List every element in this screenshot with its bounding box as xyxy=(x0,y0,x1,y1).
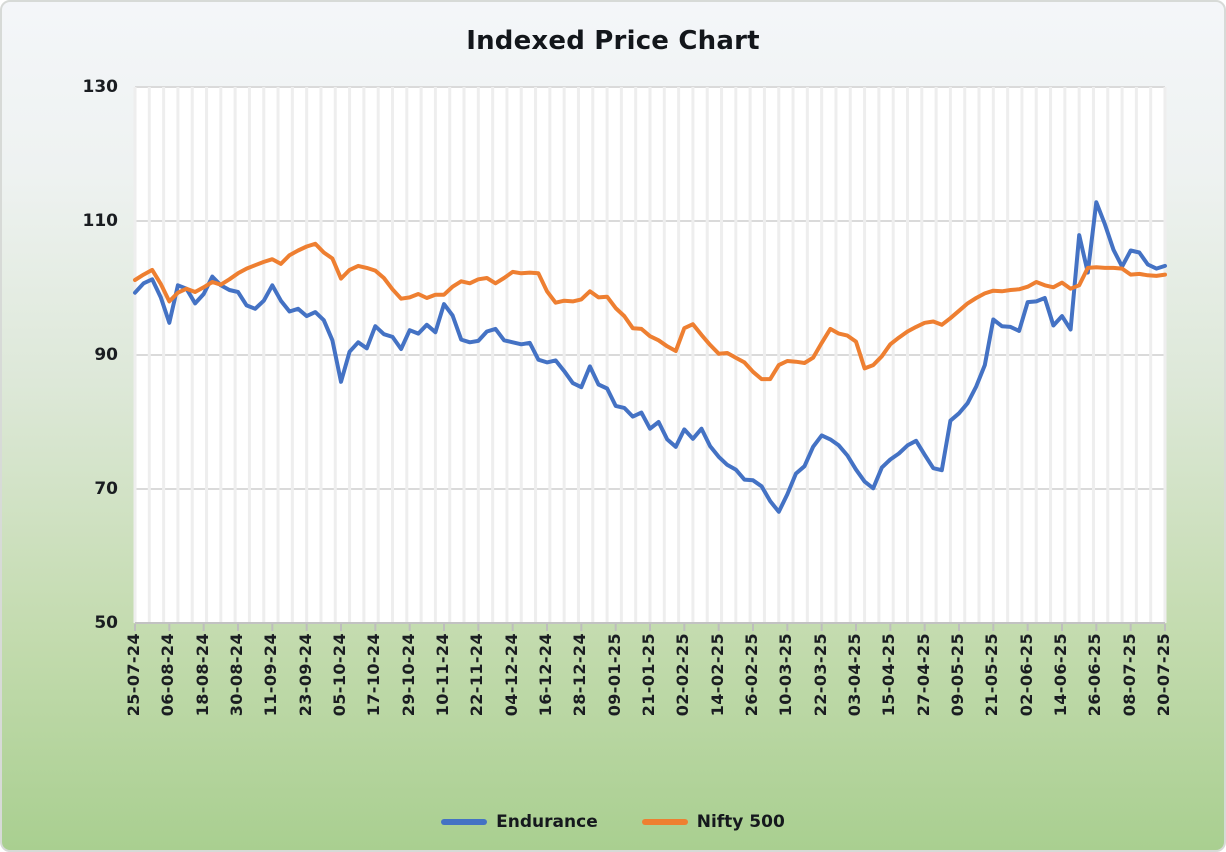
y-tick-label: 110 xyxy=(82,211,119,231)
nifty-500-line xyxy=(133,241,1167,382)
y-tick-label: 50 xyxy=(94,613,118,633)
x-tick-label: 09-01-25 xyxy=(604,633,624,717)
legend-label-endurance: Endurance xyxy=(496,812,598,832)
y-tick-label: 90 xyxy=(94,345,118,365)
legend: Endurance Nifty 500 xyxy=(2,812,1224,832)
x-tick-label: 11-09-24 xyxy=(261,633,281,717)
x-tick-label: 29-10-24 xyxy=(398,633,418,717)
x-tick-label: 21-01-25 xyxy=(639,633,658,717)
x-tick-label: 06-08-24 xyxy=(158,633,178,717)
x-tick-label: 14-06-25 xyxy=(1051,633,1070,717)
endurance-line-swatch xyxy=(441,819,488,825)
x-tick-label: 03-04-25 xyxy=(845,633,864,717)
x-tick-label: 02-02-25 xyxy=(673,633,693,717)
x-tick-label: 10-11-24 xyxy=(433,633,452,717)
x-tick-label: 25-07-24 xyxy=(124,633,143,717)
nifty-500-line-swatch xyxy=(641,819,688,825)
legend-item-endurance[interactable]: Endurance xyxy=(441,812,598,832)
x-tick-label: 22-03-25 xyxy=(810,633,830,717)
x-tick-label: 26-02-25 xyxy=(742,633,761,717)
x-tick-label: 09-05-25 xyxy=(948,633,967,717)
x-tick-label: 28-12-24 xyxy=(570,633,590,717)
x-tick-label: 30-08-24 xyxy=(227,633,246,717)
x-tick-label: 21-05-25 xyxy=(982,633,1002,717)
plot-svg xyxy=(133,86,1167,631)
x-tick-label: 26-06-25 xyxy=(1085,633,1105,717)
x-tick-label: 17-10-24 xyxy=(364,633,384,717)
legend-item-nifty-500[interactable]: Nifty 500 xyxy=(641,812,785,832)
x-tick-label: 20-07-25 xyxy=(1154,633,1173,717)
x-tick-label: 08-07-25 xyxy=(1119,633,1139,717)
endurance-line xyxy=(133,200,1167,514)
legend-label-nifty-500: Nifty 500 xyxy=(696,812,785,832)
chart-title: Indexed Price Chart xyxy=(466,26,760,56)
x-tick-label: 15-04-25 xyxy=(879,633,899,717)
x-tick-label: 10-03-25 xyxy=(776,633,796,717)
x-tick-label: 23-09-24 xyxy=(295,633,315,717)
x-tick-label: 14-02-25 xyxy=(707,633,727,717)
x-tick-label: 18-08-24 xyxy=(192,633,212,717)
x-tick-label: 04-12-24 xyxy=(501,633,521,717)
x-tick-label: 22-11-24 xyxy=(467,633,487,717)
x-tick-label: 02-06-25 xyxy=(1016,633,1036,717)
y-tick-label: 130 xyxy=(82,77,119,97)
x-tick-label: 05-10-24 xyxy=(330,633,349,717)
y-tick-label: 70 xyxy=(94,479,118,499)
x-tick-label: 16-12-24 xyxy=(536,633,555,717)
x-tick-label: 27-04-25 xyxy=(913,633,933,717)
